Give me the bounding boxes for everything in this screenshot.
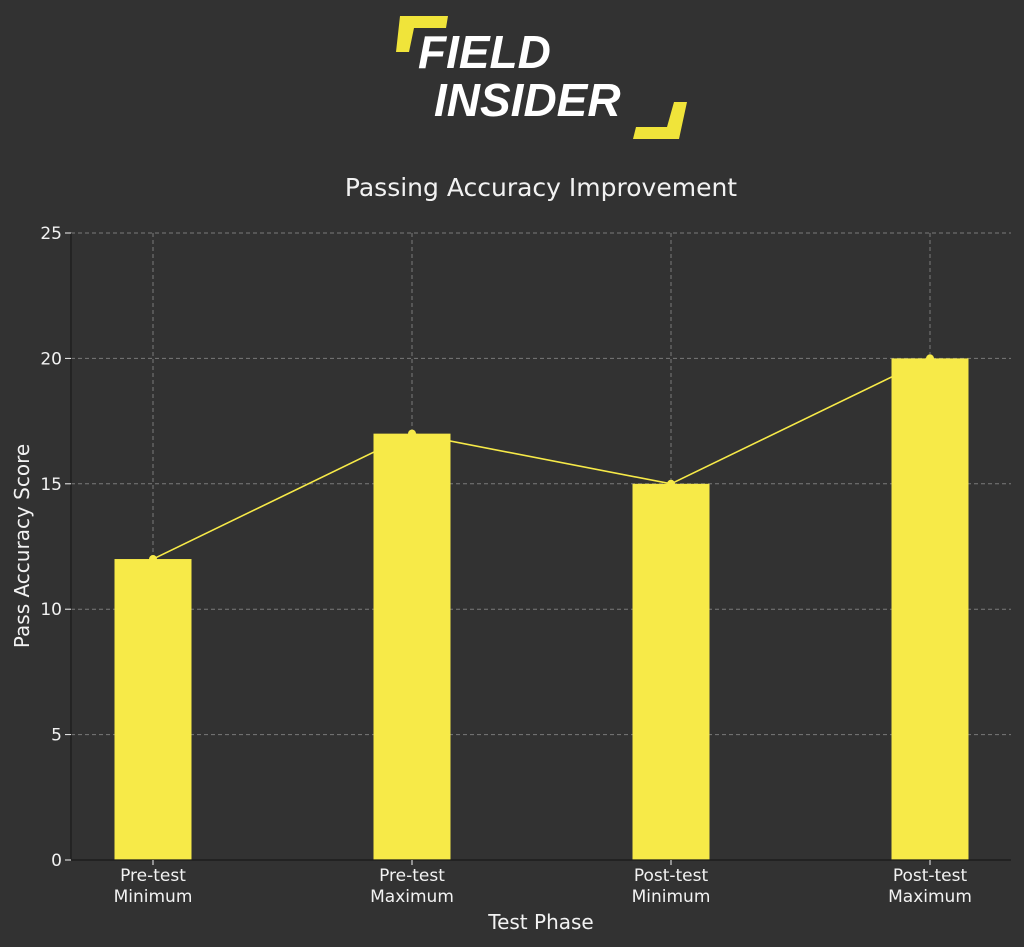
y-tick-label: 5 — [51, 726, 62, 746]
y-tick-label: 20 — [40, 349, 62, 369]
y-axis-title: Pass Accuracy Score — [10, 444, 34, 648]
bar — [891, 358, 969, 860]
y-tick-label: 10 — [40, 600, 62, 620]
x-tick-label-line: Post-test — [634, 866, 709, 886]
field-insider-logo: FIELD INSIDER — [396, 16, 687, 139]
y-tick-label: 15 — [40, 475, 62, 495]
bar — [373, 433, 451, 860]
x-tick-label-line: Pre-test — [120, 866, 186, 886]
trend-line-group — [149, 354, 934, 564]
x-tick-label: Pre-test Maximum — [370, 866, 454, 907]
bars-group — [114, 358, 969, 860]
x-tick-label-line: Pre-test — [379, 866, 445, 886]
bar — [114, 559, 192, 860]
chart-title: Passing Accuracy Improvement — [345, 173, 737, 202]
trend-point — [408, 429, 416, 438]
y-tick-label: 0 — [51, 851, 62, 871]
x-tick-label: Post-test Minimum — [632, 866, 711, 907]
grid-lines — [71, 232, 1011, 860]
bar — [632, 483, 710, 860]
logo-bracket-top-left — [396, 16, 448, 52]
x-tick-label: Post-test Maximum — [888, 866, 972, 907]
trend-point — [149, 555, 157, 564]
y-tick-label: 25 — [40, 224, 62, 244]
x-tick-label-line: Minimum — [114, 887, 193, 907]
x-tick-label-line: Post-test — [893, 866, 968, 886]
x-tick-label-line: Minimum — [632, 887, 711, 907]
logo-line-insider: INSIDER — [434, 74, 621, 126]
logo-line-field: FIELD — [418, 26, 551, 78]
x-tick-label: Pre-test Minimum — [114, 866, 193, 907]
y-tick-labels: 0 5 10 15 20 25 — [40, 224, 71, 871]
trend-line — [152, 357, 931, 560]
x-tick-label-line: Maximum — [370, 887, 454, 907]
trend-point — [926, 354, 934, 363]
trend-point — [667, 479, 675, 488]
logo-bracket-bottom-right — [633, 102, 687, 139]
x-tick-label-line: Maximum — [888, 887, 972, 907]
x-axis-title: Test Phase — [487, 910, 593, 934]
